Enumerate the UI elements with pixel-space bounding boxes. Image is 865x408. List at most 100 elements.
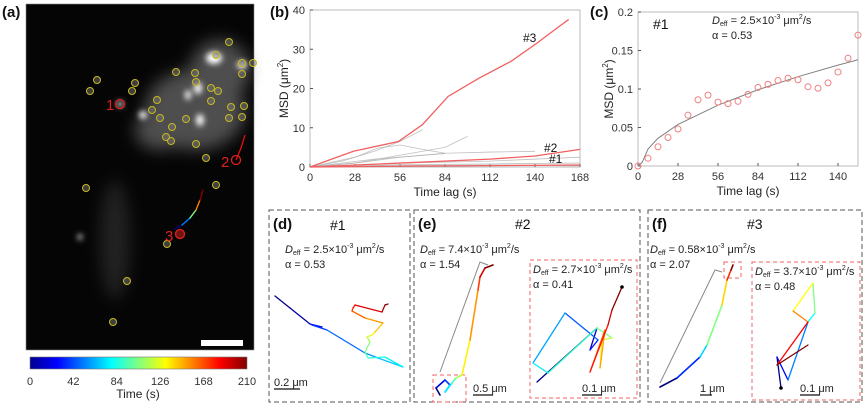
trajectory-segment xyxy=(776,356,789,381)
panel-label-f: (f) xyxy=(652,216,667,233)
alpha-annotation: α = 0.53 xyxy=(285,259,325,271)
scale-bar-label: 0.2 μm xyxy=(274,377,308,389)
trajectory-segment xyxy=(455,374,463,379)
other-track-line xyxy=(309,129,423,168)
panel-label-e: (e) xyxy=(418,216,436,233)
trajectory-segment xyxy=(384,303,389,306)
particle-circle xyxy=(192,78,200,86)
x-tick-label: 168 xyxy=(571,172,589,184)
x-tick-label: 84 xyxy=(439,172,451,184)
trajectory-segment xyxy=(699,344,708,358)
data-point xyxy=(764,80,772,88)
trajectory-segment xyxy=(607,309,613,326)
data-point xyxy=(664,134,672,142)
trajectory-segment xyxy=(435,387,441,396)
series-line-2 xyxy=(309,148,581,168)
particle-circle xyxy=(240,102,248,110)
trajectory-segment xyxy=(195,199,201,211)
microscopy-image: 1 2 3 xyxy=(25,3,257,351)
y-axis-label: MSD (μm2) xyxy=(276,59,291,118)
trajectory-segment xyxy=(659,377,678,388)
trajectory-segment xyxy=(174,224,183,230)
trajectory-segment xyxy=(721,279,728,306)
trajectory-segment xyxy=(181,217,191,226)
track-title-e: #2 xyxy=(515,216,531,232)
particle-circle xyxy=(93,76,101,84)
highlight-circle-1 xyxy=(114,98,126,110)
particle-circle xyxy=(225,114,233,122)
series-line-3 xyxy=(309,164,581,168)
particle-circle xyxy=(153,96,161,104)
y-tick-label: 0.1 xyxy=(618,84,633,96)
trajectory-segment xyxy=(726,269,732,281)
trajectory-segment xyxy=(461,339,471,376)
y-tick-label: 0.05 xyxy=(612,123,633,135)
particle-circle xyxy=(191,69,199,77)
particle-circle xyxy=(207,97,215,105)
displacement-arrow xyxy=(659,269,723,384)
trajectory-segment xyxy=(381,304,386,313)
x-tick-label: 140 xyxy=(829,171,847,183)
particle-circle xyxy=(163,240,171,248)
trajectory-segment xyxy=(444,382,453,393)
trajectory-segment xyxy=(532,362,549,374)
scale-bar-label: 0.1 μm xyxy=(800,383,834,395)
particle-circle xyxy=(192,140,200,148)
data-point xyxy=(824,79,832,87)
trajectory-segment xyxy=(589,327,598,351)
scale-bar xyxy=(201,340,243,346)
trajectory-segment xyxy=(366,334,373,338)
series-line-1 xyxy=(309,18,570,168)
track-label-3: 3 xyxy=(165,228,173,245)
x-tick-label: 0 xyxy=(307,172,313,184)
data-point xyxy=(774,77,782,85)
trajectory-segment xyxy=(477,276,481,291)
trajectory-segment xyxy=(676,356,701,379)
highlight-circle-3 xyxy=(174,228,186,240)
x-tick-label: 28 xyxy=(672,171,684,183)
data-point xyxy=(684,111,692,119)
x-axis-label: Time lag (s) xyxy=(717,184,780,198)
panel-e-box xyxy=(413,209,641,403)
data-point xyxy=(794,76,802,84)
series-label: #1 xyxy=(549,152,563,166)
data-point xyxy=(704,91,712,99)
deff-annotation: Deff = 2.5×10-3 μm2/s xyxy=(285,243,385,257)
deff-annotation: Deff = 7.4×10-3 μm2/s xyxy=(420,243,520,257)
trajectory-segment xyxy=(199,189,204,201)
trajectory-segment xyxy=(289,307,311,325)
trajectory-segment xyxy=(484,264,494,269)
data-point xyxy=(814,84,822,92)
x-tick-label: 84 xyxy=(752,171,764,183)
panel-d-box xyxy=(268,209,411,403)
x-tick-label: 56 xyxy=(712,171,724,183)
trajectory-end xyxy=(620,285,624,289)
deff-annotation: Deff = 0.58×10-3 μm2/s xyxy=(650,243,756,257)
panel-label-c: (c) xyxy=(590,4,608,21)
zoom-box-e xyxy=(432,374,467,403)
particle-circle xyxy=(109,318,117,326)
trajectory-segment xyxy=(532,312,566,364)
data-point xyxy=(804,83,812,91)
deff-annotation: Deff = 3.7×10-3 μm2/s xyxy=(755,265,855,279)
other-track-line xyxy=(309,153,446,168)
data-point xyxy=(714,98,722,106)
colorbar-tick: 168 xyxy=(194,376,212,388)
trajectory-segment xyxy=(364,351,369,359)
trajectory-start xyxy=(779,386,783,390)
particle-circle xyxy=(128,87,136,95)
data-point xyxy=(654,143,662,151)
particle-circle xyxy=(172,68,180,76)
trajectory-segment xyxy=(776,356,782,389)
data-point xyxy=(674,125,682,133)
x-tick-label: 112 xyxy=(481,172,499,184)
data-point xyxy=(734,97,742,105)
trajectory-segment xyxy=(776,344,809,366)
trajectory-segment xyxy=(730,264,734,271)
trajectory-segment xyxy=(792,310,809,323)
scale-bar-label: 0.5 μm xyxy=(473,383,507,395)
trajectory-segment xyxy=(469,289,479,341)
trajectory-segment xyxy=(564,312,599,341)
particle-circle xyxy=(238,113,246,121)
data-point xyxy=(644,154,652,162)
